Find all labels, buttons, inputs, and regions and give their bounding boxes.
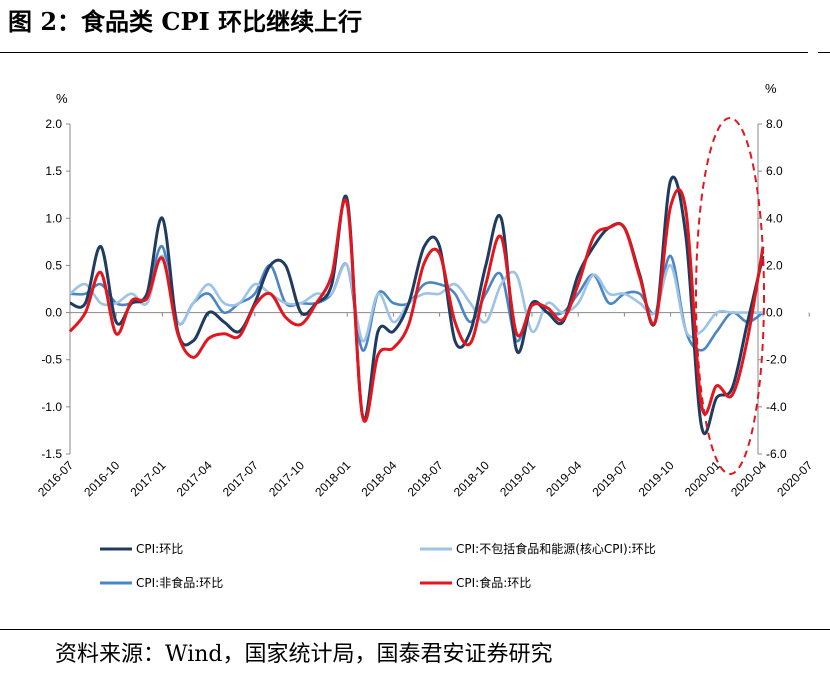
left-axis-unit: % [56, 91, 68, 106]
right-tick-label: 6.0 [766, 164, 783, 178]
series-lines [68, 175, 765, 436]
right-axis-unit: % [765, 81, 777, 96]
right-tick-label: 0.0 [766, 306, 783, 320]
right-tick-label: -2.0 [766, 353, 787, 367]
source-rule [0, 629, 830, 630]
legend-label-3: CPI:食品:环比 [456, 575, 531, 590]
x-tick-label: 2016-10 [81, 458, 122, 499]
annotation [695, 117, 765, 475]
left-tick-label: 0.0 [45, 306, 62, 320]
right-tick-label: 2.0 [766, 258, 783, 272]
left-tick-label: 0.5 [45, 258, 62, 272]
x-tick-label: 2016-07 [35, 458, 76, 499]
right-tick-label: 4.0 [766, 211, 783, 225]
x-tick-label: 2017-04 [174, 458, 215, 499]
x-tick-label: 2017-07 [220, 458, 261, 499]
x-tick-label: 2017-01 [127, 458, 168, 499]
x-tick-label: 2017-10 [266, 458, 307, 499]
x-tick-label: 2020-07 [774, 458, 815, 499]
series-line-3 [68, 188, 765, 423]
legend-label-1: CPI:不包括食品和能源(核心CPI):环比 [456, 541, 656, 556]
x-tick-label: 2019-01 [497, 458, 538, 499]
x-tick-label: 2019-07 [589, 458, 630, 499]
left-tick-label: -1.0 [41, 400, 62, 414]
right-tick-label: -4.0 [766, 400, 787, 414]
legend-label-2: CPI:非食品:环比 [136, 575, 223, 590]
x-tick-label: 2020-04 [728, 458, 769, 499]
source-note: 资料来源：Wind，国家统计局，国泰君安证券研究 [55, 642, 553, 667]
highlight-ellipse [695, 117, 765, 475]
left-tick-label: 2.0 [45, 117, 62, 131]
left-tick-label: -1.5 [41, 447, 62, 461]
right-tick-label: 8.0 [766, 117, 783, 131]
figure-title: 图 2：食品类 CPI 环比继续上行 [8, 7, 363, 36]
x-tick-label: 2018-04 [358, 458, 399, 499]
x-tick-label: 2019-10 [636, 458, 677, 499]
x-tick-label: 2018-01 [312, 458, 353, 499]
left-tick-label: 1.5 [45, 164, 62, 178]
title-rule [0, 52, 808, 53]
x-tick-label: 2018-10 [451, 458, 492, 499]
legend-label-0: CPI:环比 [136, 542, 183, 556]
x-tick-label: 2018-07 [405, 458, 446, 499]
left-tick-label: -0.5 [41, 353, 62, 367]
left-tick-label: 1.0 [45, 211, 62, 225]
right-tick-label: -6.0 [766, 447, 787, 461]
title-rule-tick [818, 52, 830, 53]
x-tick-label: 2019-04 [543, 458, 584, 499]
legend: CPI:环比 CPI:不包括食品和能源(核心CPI):环比 CPI:非食品:环比 CP… [100, 541, 656, 590]
x-tick-label: 2020-01 [682, 458, 723, 499]
